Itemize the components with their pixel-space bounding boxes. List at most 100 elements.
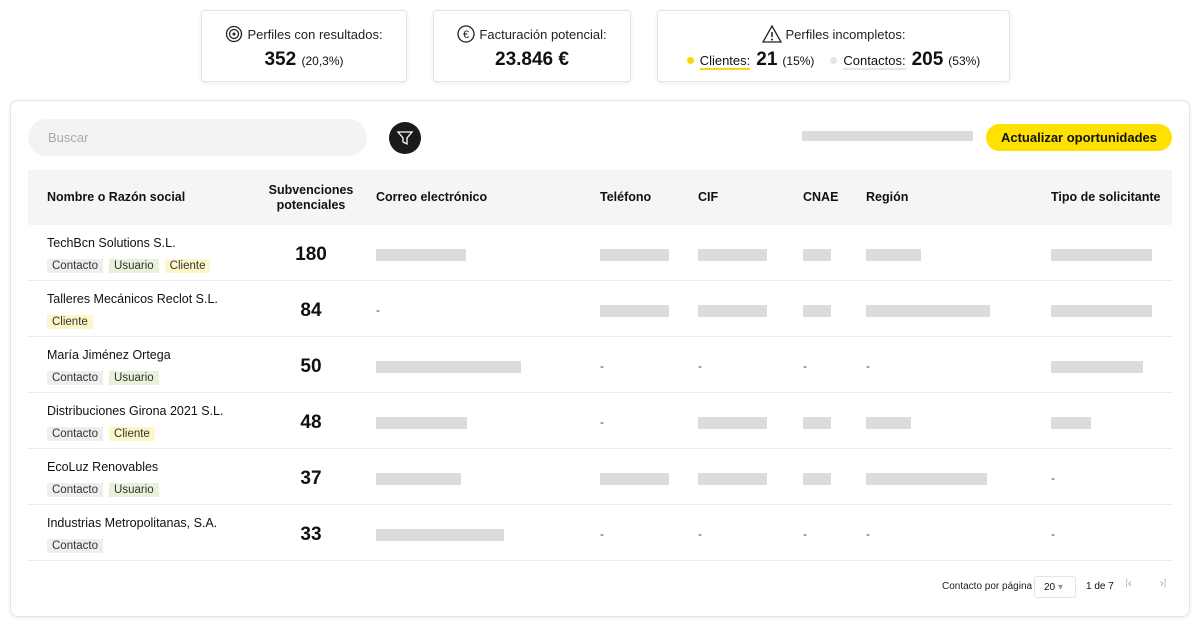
cell: -: [803, 527, 807, 541]
search-input[interactable]: Buscar: [28, 119, 367, 156]
grants: 33: [300, 524, 322, 545]
table-panel: [10, 100, 1190, 617]
redacted-value: [866, 473, 987, 485]
redacted-value: [376, 417, 467, 429]
update-button[interactable]: Actualizar oportunidades: [986, 124, 1172, 151]
redacted-value: [1051, 417, 1091, 429]
grants: 37: [300, 468, 322, 489]
name: María Jiménez Ortega: [47, 348, 171, 362]
value: 23.846 €: [495, 49, 569, 70]
cell: -: [866, 527, 870, 541]
column-header: CIF: [698, 190, 719, 204]
item-note: (15%): [782, 54, 815, 68]
stat-card: Perfiles incompletos: Clientes: 21 (15%) Co…: [657, 10, 1010, 82]
column-header: Nombre o Razón social: [47, 190, 186, 204]
tags: Contacto: [47, 536, 109, 554]
row-separator: [28, 560, 1172, 561]
name: TechBcn Solutions S.L.: [47, 236, 176, 250]
tag: Cliente: [109, 427, 155, 441]
label: Perfiles con resultados:: [247, 27, 383, 42]
tag: Contacto: [47, 371, 104, 385]
redacted-value: [698, 417, 767, 429]
cell: -: [1051, 471, 1055, 485]
dot: [830, 57, 838, 64]
redacted-value: [1051, 305, 1152, 317]
cell: -: [803, 359, 807, 373]
row-separator: [28, 504, 1172, 505]
stat-items: Clientes: 21 (15%) Contactos: 205 (53%): [658, 49, 1009, 71]
redacted-value: [866, 417, 911, 429]
item-value: 21: [756, 49, 778, 70]
column-header: CNAE: [803, 190, 839, 204]
grants: 84: [300, 300, 322, 321]
row-separator: [28, 280, 1172, 281]
placeholder: Buscar: [48, 130, 89, 145]
label: Actualizar oportunidades: [1000, 130, 1158, 145]
name: Industrias Metropolitanas, S.A.: [47, 516, 218, 530]
redacted-value: [698, 305, 767, 317]
item-label: Contactos:: [843, 53, 906, 70]
item-label: Clientes:: [699, 53, 751, 70]
redacted-value: [698, 249, 767, 261]
column-header: Correo electrónico: [376, 190, 488, 204]
tags: Contacto Usuario: [47, 368, 165, 386]
tag: Usuario: [109, 371, 159, 385]
row-separator: [28, 336, 1172, 337]
cell: -: [600, 359, 604, 373]
redacted-value: [376, 473, 461, 485]
name: Distribuciones Girona 2021 S.L.: [47, 404, 224, 418]
per-page-label: Contacto por página: [942, 581, 1033, 592]
redacted-value: [803, 305, 831, 317]
redacted-value: [376, 529, 504, 541]
tag: Contacto: [47, 483, 104, 497]
cell: -: [600, 527, 604, 541]
tags: Contacto Usuario Cliente: [47, 256, 216, 274]
cell: -: [698, 527, 702, 541]
prev-page[interactable]: ⁞‹: [1125, 578, 1132, 590]
redacted-value: [600, 473, 669, 485]
name: Talleres Mecánicos Reclot S.L.: [47, 292, 218, 306]
stat-value: 23.846 €: [434, 49, 630, 71]
column-header: Tipo de solicitante: [1051, 190, 1161, 204]
page-info: 1 de 7: [1086, 581, 1114, 592]
svg-text:€: €: [463, 29, 469, 41]
cell: -: [698, 359, 702, 373]
redacted-value: [376, 249, 466, 261]
tags: Contacto Cliente: [47, 424, 161, 442]
tags: Cliente: [47, 312, 99, 330]
tag: Contacto: [47, 259, 104, 273]
redacted-value: [803, 249, 831, 261]
table-header: [28, 170, 1172, 225]
next-page[interactable]: ›⁞: [1160, 578, 1167, 590]
filter-button[interactable]: [389, 122, 421, 154]
redacted-value: [1051, 361, 1143, 373]
stat-card: Perfiles con resultados: 352 (20,3%): [201, 10, 407, 82]
placeholder-bar: [802, 131, 973, 141]
note: (20,3%): [301, 54, 344, 68]
redacted-value: [600, 305, 669, 317]
redacted-value: [1051, 249, 1152, 261]
tag: Usuario: [109, 259, 159, 273]
cell: -: [376, 303, 380, 317]
stat-label: Perfiles con resultados:: [202, 25, 406, 43]
stat-label: Perfiles incompletos:: [658, 24, 1009, 43]
redacted-value: [698, 473, 767, 485]
grants: 180: [295, 244, 327, 265]
tags: Contacto Usuario: [47, 480, 165, 498]
redacted-value: [866, 305, 990, 317]
column-header: Región: [866, 190, 909, 204]
tag: Cliente: [47, 315, 93, 329]
stat-value: 352 (20,3%): [202, 49, 406, 71]
row-separator: [28, 392, 1172, 393]
row-separator: [28, 448, 1172, 449]
tag: Contacto: [47, 427, 104, 441]
redacted-value: [600, 249, 669, 261]
item-value: 205: [911, 49, 944, 70]
redacted-value: [803, 417, 831, 429]
per-page-select[interactable]: 20 ▾: [1034, 576, 1076, 598]
tag: Cliente: [164, 259, 211, 273]
stat-card: € Facturación potencial: 23.846 €: [433, 10, 631, 82]
column-header: Subvenciones potenciales: [268, 183, 354, 212]
name: EcoLuz Renovables: [47, 460, 159, 474]
